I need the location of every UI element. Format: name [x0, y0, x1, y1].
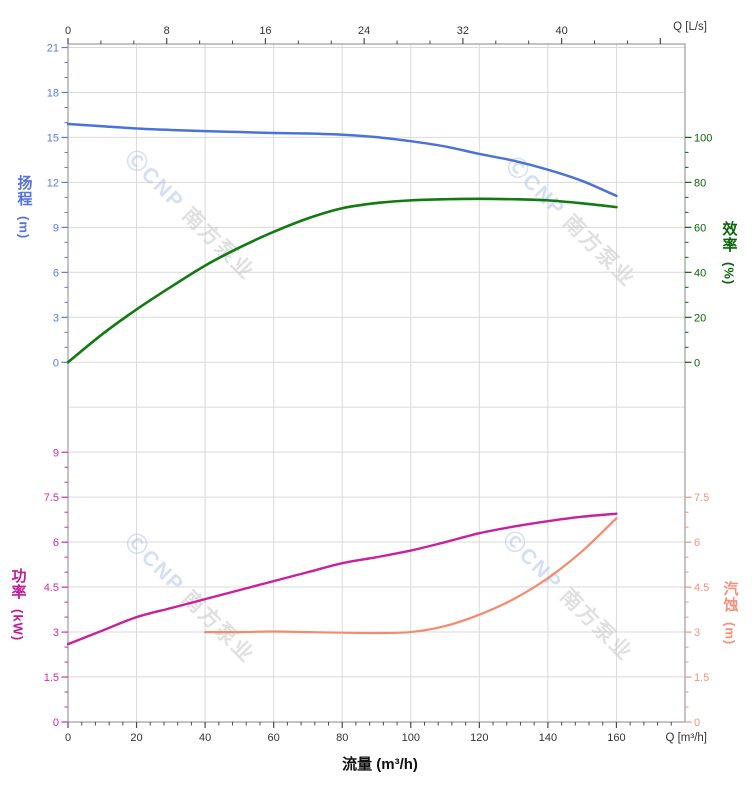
watermark-text: 南方泵业 [556, 584, 638, 666]
power-axis-tick-label: 4.5 [44, 582, 59, 594]
power-curve [66, 512, 618, 646]
head-axis-tick-label: 21 [47, 43, 59, 55]
top-axis-tick-label: 24 [358, 25, 370, 37]
power-axis-tick-label: 3 [53, 627, 59, 639]
bottom-axis-tick-label: 80 [336, 732, 348, 744]
bottom-axis-tick-label: 140 [539, 732, 557, 744]
head-axis-tick-label: 12 [47, 177, 59, 189]
head-axis-tick-label: 0 [53, 357, 59, 369]
plot-border [67, 43, 686, 723]
watermark-logo: ⒸCNP [501, 153, 575, 227]
head-axis-tick-label: 3 [53, 312, 59, 324]
bottom-axis-tick-label: 40 [199, 732, 211, 744]
power-axis-tick-label: 6 [53, 537, 59, 549]
bottom-axis-tick-label: 160 [607, 732, 625, 744]
npsh-axis-unit: (m) [722, 622, 738, 646]
watermark-logo: ⒸCNP [498, 527, 572, 601]
efficiency-axis-tick-label: 40 [694, 267, 706, 279]
top-axis-tick-label: 16 [259, 25, 271, 37]
head-axis-unit: (m) [16, 216, 32, 240]
top-axis-tick-label: 40 [555, 25, 567, 37]
npsh-axis-tick-label: 1.5 [694, 672, 709, 684]
efficiency-axis-tick-label: 20 [694, 312, 706, 324]
bottom-q-unit-label: Q [m³/h] [665, 732, 707, 744]
power-axis-unit: (kW) [10, 609, 26, 642]
top-axis-tick-label: 32 [457, 25, 469, 37]
head-curve [66, 122, 618, 198]
watermark-text: 南方泵业 [178, 586, 260, 668]
efficiency-axis-title: 效率 (%) [720, 221, 738, 286]
top-axis-tick-label: 0 [65, 25, 71, 37]
watermark: ⒸCNP 南方泵业 [501, 153, 640, 292]
power-axis-tick-label: 0 [53, 717, 59, 729]
npsh-axis-tick-label: 3 [694, 627, 700, 639]
power-axis-tick-label: 9 [53, 447, 59, 459]
efficiency-axis-tick-label: 0 [694, 357, 700, 369]
watermark-logo: ⒸCNP [120, 529, 194, 603]
bottom-axis-tick-label: 120 [470, 732, 488, 744]
bottom-axis-tick-label: 0 [65, 732, 71, 744]
npsh-axis-tick-label: 4.5 [694, 582, 709, 594]
npsh-axis-tick-label: 0 [694, 717, 700, 729]
npsh-axis-tick-label: 7.5 [694, 492, 709, 504]
bottom-axis-tick-label: 20 [130, 732, 142, 744]
top-axis-tick-label: 8 [164, 25, 170, 37]
efficiency-axis-tick-label: 60 [694, 222, 706, 234]
power-axis-title-text: 功率 [9, 568, 27, 600]
watermark: ⒸCNP 南方泵业 [120, 529, 259, 668]
efficiency-axis-tick-label: 100 [694, 132, 712, 144]
npsh-curve [204, 517, 618, 635]
head-axis-tick-label: 6 [53, 267, 59, 279]
head-axis-tick-label: 18 [47, 87, 59, 99]
head-axis-title: 扬程 (m) [15, 175, 33, 240]
power-axis-tick-label: 7.5 [44, 492, 59, 504]
head-axis-title-text: 扬程 [15, 175, 33, 207]
watermark: ⒸCNP 南方泵业 [120, 146, 259, 285]
head-axis-tick-label: 9 [53, 222, 59, 234]
power-axis-tick-label: 1.5 [44, 672, 59, 684]
power-axis-title: 功率 (kW) [9, 568, 27, 642]
bottom-axis-tick-label: 60 [268, 732, 280, 744]
npsh-axis-title-text: 汽蚀 [721, 581, 739, 613]
flow-axis-title: 流量 (m³/h) [342, 756, 418, 773]
efficiency-curve [66, 197, 618, 364]
efficiency-axis-unit: (%) [721, 262, 737, 286]
bottom-axis-tick-label: 100 [402, 732, 420, 744]
efficiency-axis-tick-label: 80 [694, 177, 706, 189]
watermark-text: 南方泵业 [559, 210, 641, 292]
npsh-axis-title: 汽蚀 (m) [721, 581, 739, 646]
top-q-unit-label: Q [L/s] [673, 21, 707, 33]
npsh-axis-tick-label: 6 [694, 537, 700, 549]
efficiency-axis-title-text: 效率 [720, 221, 738, 253]
head-axis-tick-label: 15 [47, 132, 59, 144]
